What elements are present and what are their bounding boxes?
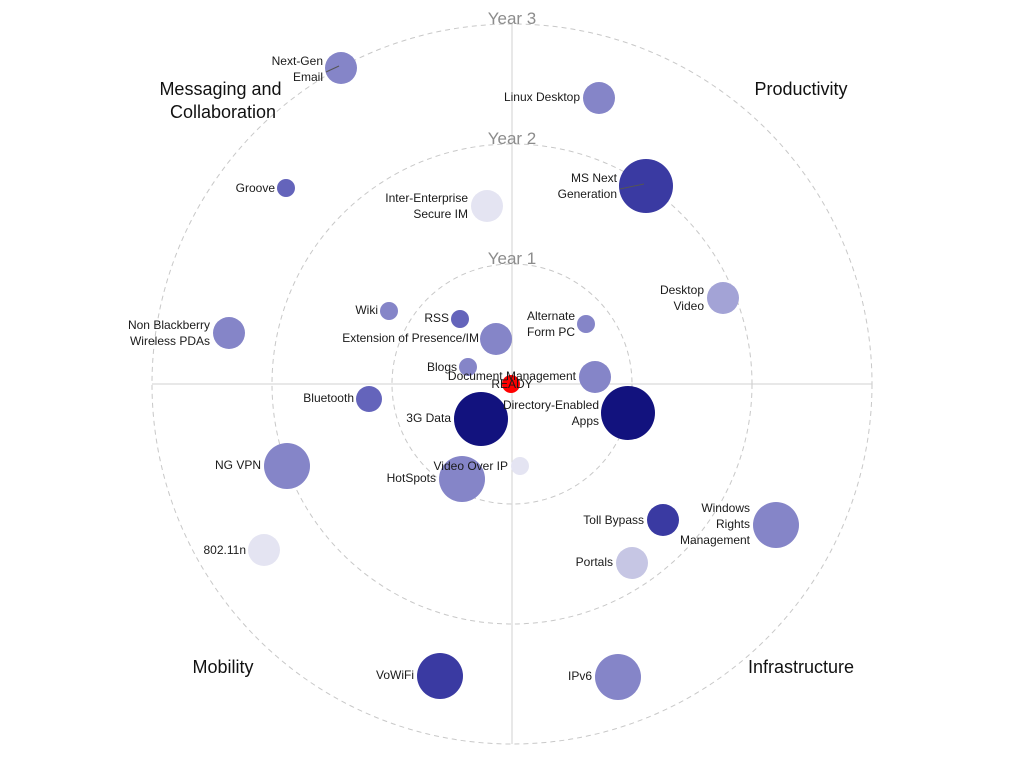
label-linux-desktop: Linux Desktop bbox=[504, 90, 580, 104]
bubble-ms-next-generation bbox=[619, 159, 673, 213]
bubble-3g-data bbox=[454, 392, 508, 446]
label-alternate-form-pc: Alternate Form PC bbox=[527, 309, 575, 339]
label-toll-bypass: Toll Bypass bbox=[583, 513, 644, 527]
bubble-wiki bbox=[380, 302, 398, 320]
label-portals: Portals bbox=[576, 555, 613, 569]
bubble-windows-rights-management bbox=[753, 502, 799, 548]
label-groove: Groove bbox=[236, 181, 276, 195]
leader-line-ms-next-generation bbox=[619, 183, 645, 190]
label-wiki: Wiki bbox=[355, 303, 378, 317]
ring-label-year-1: Year 1 bbox=[488, 249, 537, 268]
bubble-802-11n bbox=[248, 534, 280, 566]
bubble-hotspots bbox=[439, 456, 485, 502]
label-hotspots: HotSpots bbox=[387, 471, 436, 485]
label-directory-enabled-apps: Directory-Enabled Apps bbox=[503, 398, 599, 428]
bubble-next-gen-email bbox=[325, 52, 357, 84]
bubble-blogs bbox=[459, 358, 477, 376]
bubble-alternate-form-pc bbox=[577, 315, 595, 333]
label-document-management: Document Management bbox=[448, 369, 577, 383]
bubble-directory-enabled-apps bbox=[601, 386, 655, 440]
bubble-linux-desktop bbox=[583, 82, 615, 114]
label-vowifi: VoWiFi bbox=[376, 668, 414, 682]
label-windows-rights-management: Windows Rights Management bbox=[680, 501, 751, 547]
bubble-ipv6 bbox=[595, 654, 641, 700]
label-video-over-ip: Video Over IP bbox=[434, 459, 508, 473]
label-802-11n: 802.11n bbox=[204, 543, 247, 557]
quadrant-label-mobility: Mobility bbox=[192, 657, 253, 677]
bubble-ng-vpn bbox=[264, 443, 310, 489]
bubble-extension-of-presence-im bbox=[480, 323, 512, 355]
leader-line-next-gen-email bbox=[325, 65, 340, 73]
center-ready-label: READY bbox=[491, 377, 532, 391]
label-non-blackberry-wireless-pdas: Non Blackberry Wireless PDAs bbox=[128, 318, 210, 348]
label-next-gen-email: Next-Gen Email bbox=[272, 54, 323, 84]
center-ready-marker bbox=[502, 375, 520, 393]
ring-label-year-2: Year 2 bbox=[488, 129, 537, 148]
bubble-non-blackberry-wireless-pdas bbox=[213, 317, 245, 349]
bubble-document-management bbox=[579, 361, 611, 393]
label-bluetooth: Bluetooth bbox=[303, 391, 354, 405]
label-ng-vpn: NG VPN bbox=[215, 458, 261, 472]
label-extension-of-presence-im: Extension of Presence/IM bbox=[342, 331, 479, 345]
bubble-groove bbox=[277, 179, 295, 197]
radar-bubbles bbox=[213, 52, 799, 700]
quadrant-label-messaging: Messaging and Collaboration bbox=[159, 79, 286, 122]
radar-center bbox=[502, 375, 520, 393]
label-inter-enterprise-secure-im: Inter-Enterprise Secure IM bbox=[385, 191, 468, 221]
bubble-desktop-video bbox=[707, 282, 739, 314]
bubble-rss bbox=[451, 310, 469, 328]
quadrant-label-infrastructure: Infrastructure bbox=[748, 657, 854, 677]
bubble-inter-enterprise-secure-im bbox=[471, 190, 503, 222]
label-desktop-video: Desktop Video bbox=[660, 283, 704, 313]
bubble-portals bbox=[616, 547, 648, 579]
bubble-toll-bypass bbox=[647, 504, 679, 536]
radar-labels: Next-Gen Email Groove Inter-Enterprise Secur… bbox=[128, 54, 751, 683]
bubble-bluetooth bbox=[356, 386, 382, 412]
label-ms-next-generation: MS Next Generation bbox=[558, 171, 618, 201]
bubble-vowifi bbox=[417, 653, 463, 699]
label-rss: RSS bbox=[424, 311, 449, 325]
quadrant-label-productivity: Productivity bbox=[754, 79, 847, 99]
label-blogs: Blogs bbox=[427, 360, 457, 374]
label-ipv6: IPv6 bbox=[568, 669, 592, 683]
ring-label-year-3: Year 3 bbox=[488, 9, 537, 28]
label-3g-data: 3G Data bbox=[406, 411, 451, 425]
bubble-video-over-ip bbox=[511, 457, 529, 475]
